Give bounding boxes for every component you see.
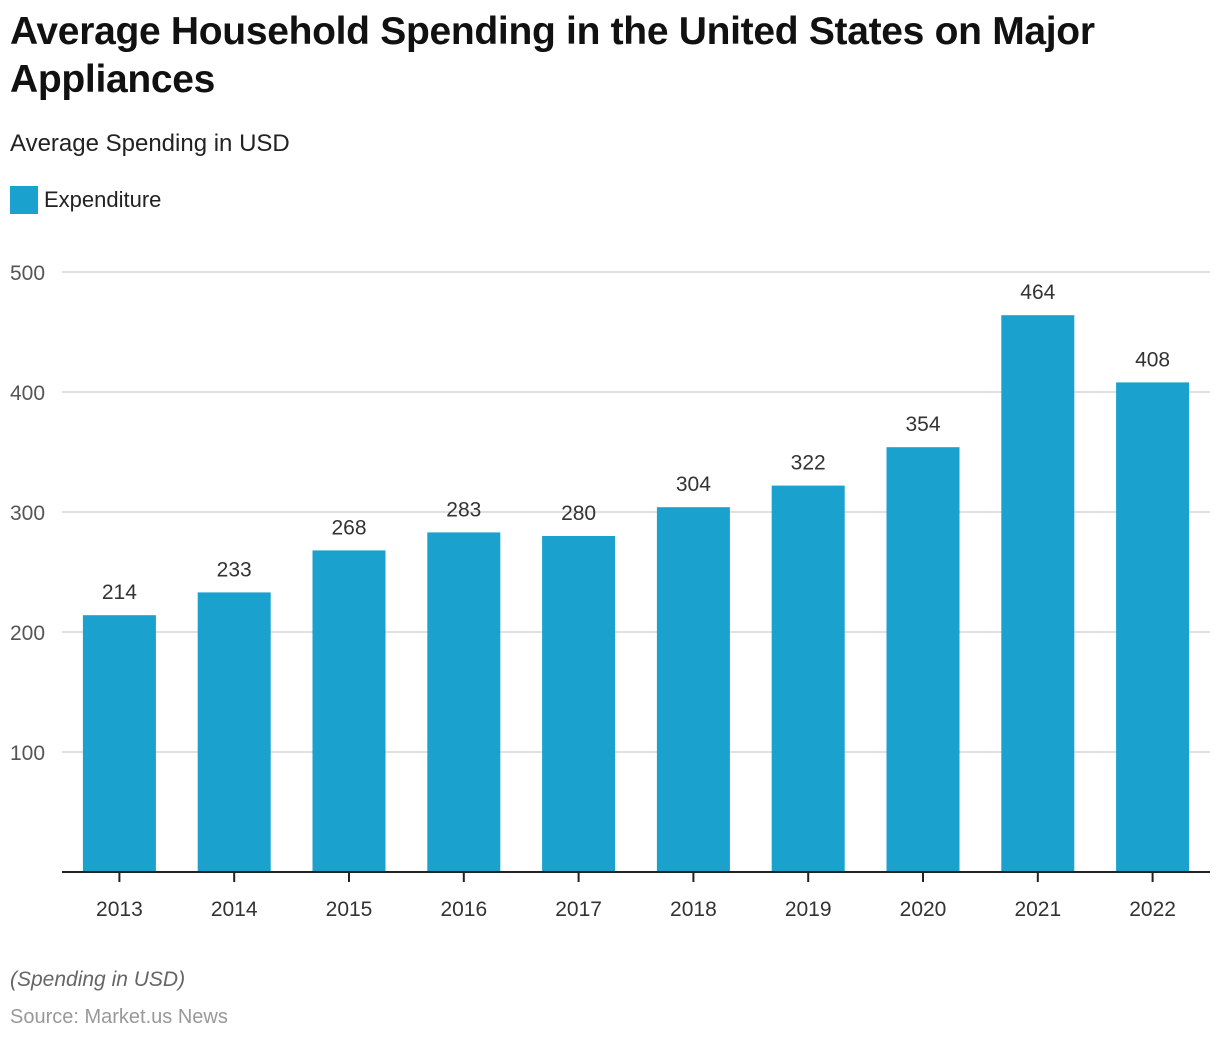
bar-2014 [197,592,271,872]
data-label-2016: 283 [446,498,481,521]
bar-chart: 100 200 300 400 500 214 233 268 283 280 304 322 354… [10,262,1210,921]
legend-label-expenditure: Expenditure [44,187,162,212]
bar-2021 [1001,315,1075,872]
source-note: Source: Market.us News [10,1006,228,1028]
x-tick-label-2017: 2017 [555,898,602,921]
legend-swatch-expenditure [10,186,38,214]
bar-2017 [542,536,616,872]
data-label-2017: 280 [561,502,596,525]
y-axis-ticks: 100 200 300 400 500 [10,262,45,765]
x-tick-label-2016: 2016 [440,898,487,921]
x-tick-label-2021: 2021 [1014,898,1061,921]
y-tick-label: 500 [10,262,45,285]
chart-subtitle: Average Spending in USD [10,130,290,157]
x-axis-ticks: 2013 2014 2015 2016 2017 2018 2019 2020 2021 2022 [96,872,1176,921]
y-tick-label: 100 [10,742,45,765]
data-label-2021: 464 [1020,281,1055,304]
data-label-2020: 354 [905,413,940,436]
bar-2019 [771,485,845,872]
bar-2018 [656,507,730,872]
x-tick-label-2018: 2018 [670,898,717,921]
data-label-2015: 268 [331,516,366,539]
data-label-2019: 322 [791,452,826,475]
bar-2015 [312,550,386,872]
bars [82,315,1190,872]
x-tick-label-2014: 2014 [211,898,258,921]
data-label-2013: 214 [102,581,137,604]
x-tick-label-2013: 2013 [96,898,143,921]
legend: Expenditure [10,186,161,214]
bar-2022 [1116,382,1190,872]
data-label-2022: 408 [1135,348,1170,371]
y-tick-label: 200 [10,622,45,645]
x-tick-label-2020: 2020 [900,898,947,921]
x-tick-label-2019: 2019 [785,898,832,921]
data-label-2014: 233 [217,558,252,581]
chart-title: Average Household Spending in the United… [10,10,1095,101]
data-label-2018: 304 [676,473,711,496]
y-tick-label: 300 [10,502,45,525]
y-tick-label: 400 [10,382,45,405]
x-tick-label-2015: 2015 [326,898,373,921]
bar-2013 [82,615,156,872]
footnote: (Spending in USD) [10,968,186,991]
bar-2016 [427,532,501,872]
bar-2020 [886,447,960,872]
data-labels: 214 233 268 283 280 304 322 354 464 408 [102,281,1170,604]
x-tick-label-2022: 2022 [1129,898,1176,921]
